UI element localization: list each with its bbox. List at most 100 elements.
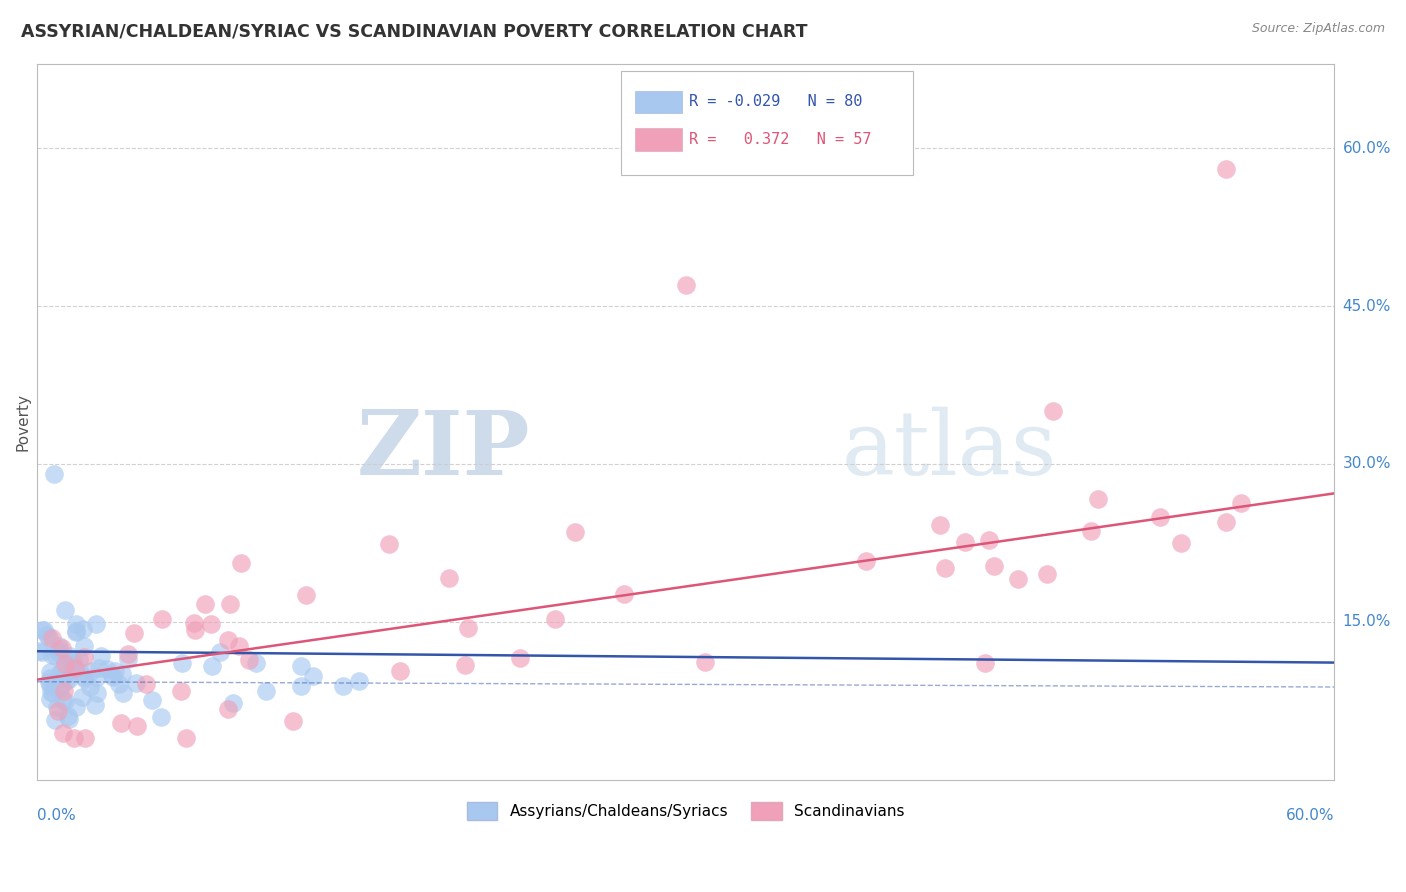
Point	[32, 623, 55, 637]
Point	[111, 667, 134, 681]
Point	[53, 657, 76, 672]
Point	[46, 699, 69, 714]
Point	[209, 645, 232, 659]
Point	[301, 669, 323, 683]
Point	[117, 647, 139, 661]
Text: 30.0%: 30.0%	[1343, 457, 1391, 472]
Point	[58, 709, 80, 723]
Point	[1087, 491, 1109, 506]
Point	[65, 700, 87, 714]
Point	[238, 653, 260, 667]
Point	[46, 704, 69, 718]
Point	[38, 671, 60, 685]
Point	[48, 639, 70, 653]
Point	[222, 696, 245, 710]
Point	[53, 693, 76, 707]
Point	[695, 656, 717, 670]
Point	[56, 665, 79, 680]
Point	[52, 726, 75, 740]
Point	[283, 714, 305, 728]
Text: Source: ZipAtlas.com: Source: ZipAtlas.com	[1251, 22, 1385, 36]
Point	[127, 719, 149, 733]
Point	[65, 616, 87, 631]
Point	[46, 644, 69, 658]
Point	[1170, 536, 1192, 550]
Point	[52, 684, 75, 698]
Point	[73, 640, 96, 654]
Point	[1007, 572, 1029, 586]
Point	[934, 561, 956, 575]
Point	[135, 677, 157, 691]
Point	[200, 616, 222, 631]
Point	[49, 680, 72, 694]
Point	[217, 632, 239, 647]
Point	[983, 558, 1005, 573]
Point	[48, 681, 70, 696]
Point	[31, 623, 53, 637]
Point	[83, 698, 105, 713]
Point	[39, 685, 62, 699]
Point	[51, 663, 73, 677]
Point	[1149, 510, 1171, 524]
Point	[72, 622, 94, 636]
Point	[58, 712, 80, 726]
Point	[347, 673, 370, 688]
Point	[38, 674, 60, 689]
Point	[254, 683, 277, 698]
Y-axis label: Poverty: Poverty	[15, 392, 30, 450]
Text: 45.0%: 45.0%	[1343, 299, 1391, 314]
Point	[69, 665, 91, 679]
Point	[1230, 496, 1253, 510]
Point	[89, 661, 111, 675]
Point	[218, 597, 240, 611]
Point	[108, 677, 131, 691]
Point	[125, 675, 148, 690]
Point	[73, 672, 96, 686]
Point	[59, 648, 82, 663]
Point	[72, 690, 94, 704]
Text: R =   0.372   N = 57: R = 0.372 N = 57	[689, 132, 872, 147]
Point	[63, 661, 86, 675]
FancyBboxPatch shape	[636, 90, 682, 113]
Text: ZIP: ZIP	[356, 407, 530, 494]
Point	[89, 649, 111, 664]
Point	[332, 679, 354, 693]
Point	[62, 653, 84, 667]
Point	[388, 664, 411, 678]
Point	[48, 642, 70, 657]
Text: 0.0%: 0.0%	[37, 808, 76, 823]
Point	[104, 664, 127, 678]
Point	[1215, 516, 1237, 530]
FancyBboxPatch shape	[620, 71, 912, 175]
Point	[953, 534, 976, 549]
Point	[228, 639, 250, 653]
Point	[38, 631, 60, 645]
Legend: Assyrians/Chaldeans/Syriacs, Scandinavians: Assyrians/Chaldeans/Syriacs, Scandinavia…	[461, 796, 911, 826]
Point	[1036, 567, 1059, 582]
Point	[96, 662, 118, 676]
Point	[84, 617, 107, 632]
Point	[117, 652, 139, 666]
Point	[62, 659, 84, 673]
Point	[112, 686, 135, 700]
Point	[48, 667, 70, 681]
Text: atlas: atlas	[841, 407, 1056, 494]
Point	[141, 693, 163, 707]
Point	[65, 624, 87, 639]
Point	[231, 557, 253, 571]
Point	[73, 669, 96, 683]
Point	[245, 656, 267, 670]
Point	[37, 628, 59, 642]
Point	[101, 667, 124, 681]
Point	[564, 525, 586, 540]
Point	[39, 692, 62, 706]
Point	[53, 602, 76, 616]
Point	[55, 674, 77, 689]
Point	[543, 612, 565, 626]
Point	[613, 587, 636, 601]
Point	[201, 658, 224, 673]
Point	[150, 612, 173, 626]
Point	[169, 683, 191, 698]
Text: 60.0%: 60.0%	[1285, 808, 1334, 823]
Point	[290, 659, 312, 673]
